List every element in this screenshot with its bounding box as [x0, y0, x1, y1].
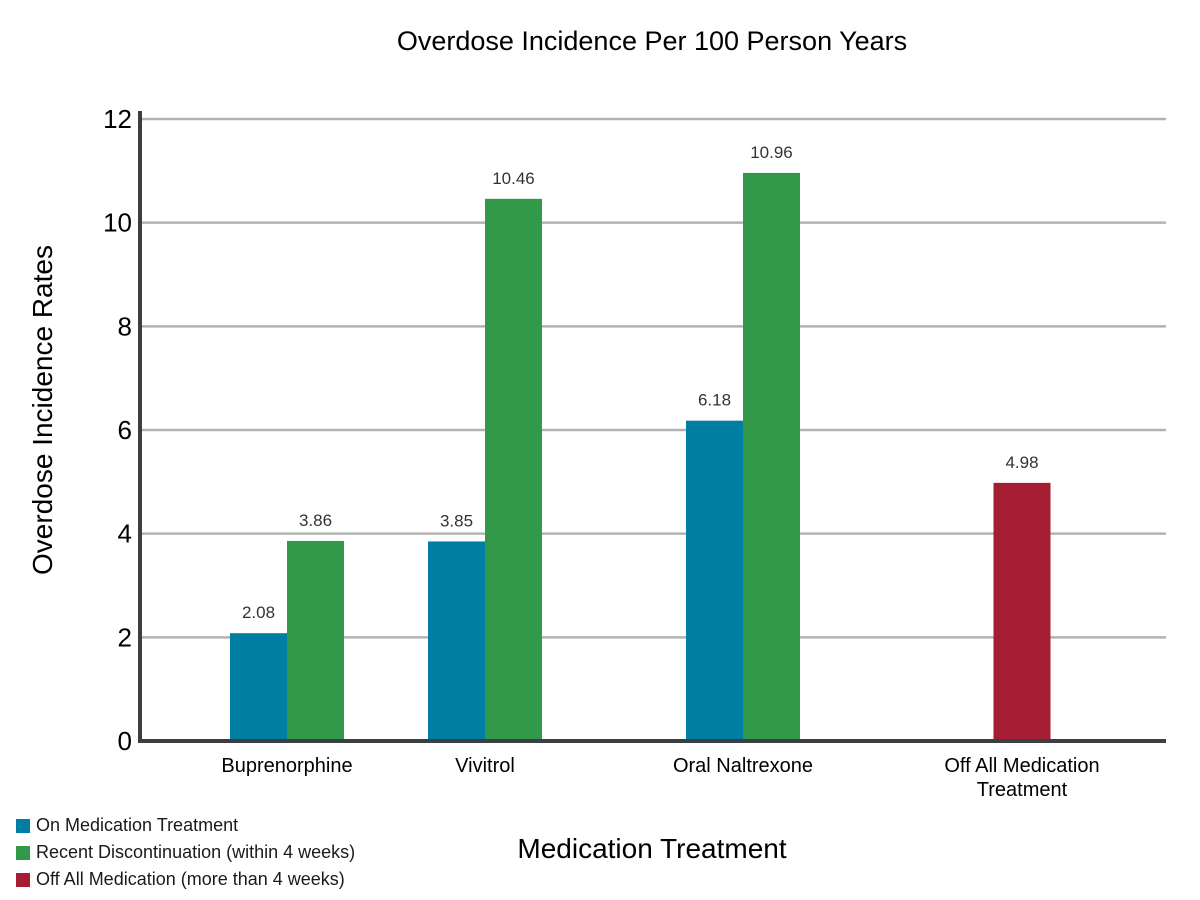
data-label: 2.08 [242, 603, 275, 622]
legend-item: Off All Medication (more than 4 weeks) [16, 866, 355, 893]
chart-title: Overdose Incidence Per 100 Person Years [397, 26, 907, 56]
bar [485, 198, 542, 741]
category-label: Buprenorphine [221, 755, 352, 777]
y-tick-label: 4 [118, 519, 132, 549]
category-label: Oral Naltrexone [673, 755, 813, 777]
y-tick-label: 10 [103, 208, 132, 238]
legend-swatch [16, 818, 30, 833]
bar [993, 482, 1051, 741]
category-label: Vivitrol [455, 755, 515, 777]
data-label: 3.86 [299, 511, 332, 530]
bar [428, 541, 485, 741]
bar [287, 540, 344, 741]
y-tick-label: 12 [103, 104, 132, 134]
legend-item: Recent Discontinuation (within 4 weeks) [16, 839, 355, 866]
bar [686, 420, 743, 741]
legend-swatch [16, 845, 30, 860]
y-tick-label: 0 [118, 726, 132, 756]
legend: On Medication Treatment Recent Discontinu… [16, 812, 355, 893]
data-labels: 2.08 3.86 3.85 10.46 6.18 10.96 4.98 [242, 143, 1039, 622]
x-axis-title: Medication Treatment [517, 833, 786, 864]
category-labels: Buprenorphine Vivitrol Oral Naltrexone Off … [221, 755, 1099, 801]
category-label: Off All Medication [944, 755, 1099, 777]
legend-label: On Medication Treatment [36, 815, 239, 835]
bar [743, 172, 800, 741]
y-axis-ticks: 0 2 4 6 8 10 12 [103, 104, 132, 756]
legend-label: Off All Medication (more than 4 weeks) [36, 869, 345, 889]
category-label: Treatment [977, 779, 1068, 801]
y-axis-title: Overdose Incidence Rates [27, 245, 58, 575]
data-label: 10.96 [750, 143, 793, 162]
legend-swatch [16, 872, 30, 887]
y-tick-label: 2 [118, 622, 132, 652]
data-label: 3.85 [440, 511, 473, 530]
y-tick-label: 8 [118, 311, 132, 341]
data-label: 10.46 [492, 169, 535, 188]
data-label: 4.98 [1005, 453, 1038, 472]
legend-label: Recent Discontinuation (within 4 weeks) [36, 842, 356, 862]
bar [230, 633, 287, 741]
axes [138, 111, 1166, 743]
bars [230, 172, 1051, 741]
data-label: 6.18 [698, 391, 731, 410]
legend-item: On Medication Treatment [16, 812, 355, 839]
y-tick-label: 6 [118, 415, 132, 445]
